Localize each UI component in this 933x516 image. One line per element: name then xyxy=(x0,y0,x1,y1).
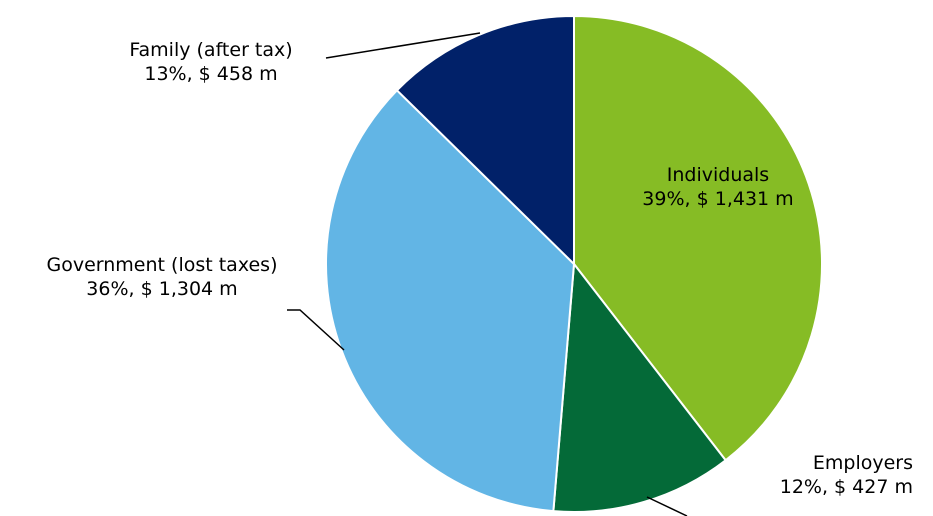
pie-slice-employers xyxy=(552,261,728,513)
label-employers: Employers 12%, $ 427 m xyxy=(780,451,913,499)
label-family: Family (after tax) 13%, $ 458 m xyxy=(129,38,292,86)
label-family-value: 13%, $ 458 m xyxy=(144,63,278,85)
label-employers-value: 12%, $ 427 m xyxy=(779,476,913,498)
leader-line-government xyxy=(287,309,345,351)
pie-slice-government-lost-taxes xyxy=(325,88,576,513)
label-individuals-value: 39%, $ 1,431 m xyxy=(642,188,794,210)
label-individuals: Individuals 39%, $ 1,431 m xyxy=(642,163,793,211)
label-government-value: 36%, $ 1,304 m xyxy=(86,278,238,300)
label-government: Government (lost taxes) 36%, $ 1,304 m xyxy=(47,253,278,301)
pie-slice-individuals xyxy=(573,14,823,462)
label-employers-name: Employers xyxy=(812,452,913,474)
label-family-name: Family (after tax) xyxy=(129,39,293,61)
label-individuals-name: Individuals xyxy=(666,164,770,186)
leader-line-employers xyxy=(646,496,688,516)
label-government-name: Government (lost taxes) xyxy=(46,254,278,276)
pie-slice-family-after-tax xyxy=(395,14,575,267)
leader-line-family xyxy=(325,32,481,59)
pie-slices xyxy=(325,14,823,513)
leader-lines xyxy=(287,32,688,516)
